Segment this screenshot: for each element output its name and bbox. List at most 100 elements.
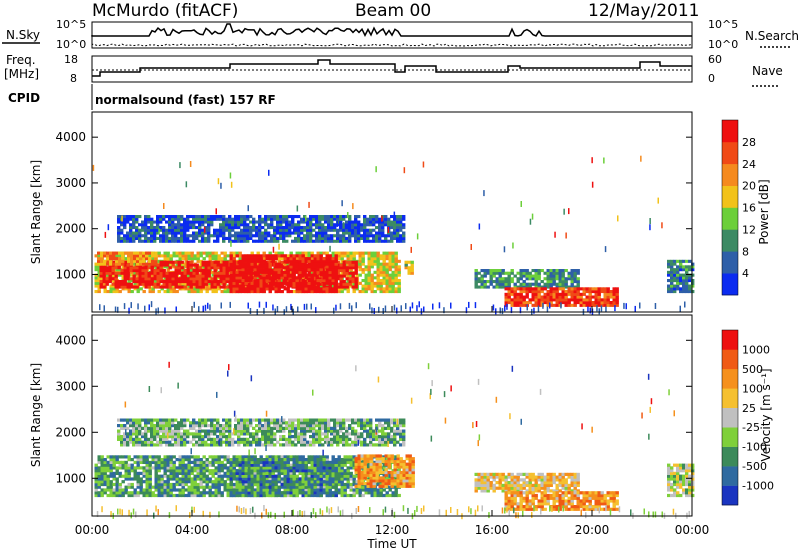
heatmap-cell [214, 287, 218, 291]
heatmap-cell [199, 460, 203, 464]
heatmap-cell [280, 270, 284, 274]
heatmap-cell [240, 228, 244, 232]
heatmap-cell [525, 277, 529, 281]
heatmap-cell [181, 463, 185, 467]
heatmap-cell [348, 217, 352, 221]
heatmap-cell [231, 228, 235, 232]
heatmap-cell [193, 491, 197, 495]
heatmap-cell [289, 268, 293, 272]
heatmap-cell [132, 280, 136, 284]
heatmap-cell [103, 471, 107, 475]
heatmap-cell [158, 228, 160, 235]
heatmap-cell [489, 277, 493, 281]
heatmap-cell [273, 260, 277, 264]
heatmap-cell [349, 474, 353, 478]
heatmap-cell [106, 488, 110, 492]
heatmap-cell [163, 480, 167, 484]
heatmap-cell [193, 482, 197, 487]
heatmap-cell [157, 485, 161, 489]
heatmap-cell [114, 266, 118, 270]
heatmap-cell [321, 269, 325, 273]
heatmap-cell [204, 236, 208, 240]
heatmap-cell [163, 276, 167, 280]
heatmap-cell [192, 234, 196, 238]
heatmap-cell [112, 471, 116, 475]
heatmap-cell [115, 471, 119, 475]
heatmap-cell [262, 268, 266, 272]
heatmap-cell [126, 239, 130, 243]
heatmap-cell [561, 282, 565, 286]
heatmap-cell [208, 284, 212, 288]
heatmap-cell [396, 236, 400, 240]
heatmap-cell [154, 469, 158, 473]
heatmap-cell [219, 215, 223, 219]
heatmap-cell [349, 460, 353, 464]
heatmap-cell [498, 280, 502, 284]
heatmap-cell [259, 265, 263, 269]
heatmap-cell [546, 303, 550, 307]
heatmap-cell [285, 306, 288, 313]
heatmap-cell [319, 455, 323, 459]
heatmap-cell [418, 301, 420, 308]
heatmap-cell [513, 298, 517, 302]
heatmap-cell [685, 270, 689, 274]
heatmap-cell [606, 301, 610, 305]
heatmap-cell [576, 301, 580, 305]
heatmap-cell [309, 236, 313, 240]
heatmap-cell [133, 493, 137, 498]
heatmap-cell [258, 223, 262, 227]
heatmap-cell [474, 271, 478, 275]
heatmap-cell [588, 287, 592, 291]
heatmap-cell [276, 215, 280, 219]
heatmap-cell [214, 493, 218, 498]
heatmap-cell [189, 285, 193, 289]
heatmap-cell [106, 273, 110, 277]
heatmap-cell [309, 217, 313, 221]
heatmap-cell [154, 251, 158, 255]
heatmap-cell [351, 271, 355, 275]
heatmap-cell [301, 273, 305, 277]
heatmap-cell [139, 458, 143, 462]
heatmap-cell [367, 279, 371, 283]
heatmap-cell [232, 482, 236, 487]
heatmap-cell [615, 298, 619, 302]
heatmap-cell [307, 270, 311, 274]
heatmap-cell [253, 276, 257, 280]
heatmap-cell [289, 262, 293, 266]
heatmap-cell [216, 228, 220, 232]
heatmap-cell [136, 477, 140, 481]
heatmap-cell [157, 493, 161, 498]
heatmap-cell [144, 277, 148, 281]
heatmap-cell [596, 305, 598, 312]
heatmap-cell [147, 226, 151, 230]
heatmap-cell [238, 265, 242, 269]
heatmap-cell [393, 236, 397, 240]
heatmap-cell [163, 466, 167, 470]
heatmap-cell [570, 269, 574, 273]
heatmap-cell [600, 303, 604, 307]
heatmap-cell [105, 280, 109, 284]
heatmap-cell [132, 277, 136, 281]
noise-right-tick-top: 10^5 [708, 18, 738, 31]
heatmap-cell [282, 228, 286, 232]
heatmap-cell [229, 281, 233, 285]
heatmap-cell [552, 295, 556, 299]
heatmap-cell [495, 280, 499, 284]
heatmap-cell [273, 280, 277, 284]
heatmap-cell [510, 269, 514, 273]
heatmap-cell [528, 298, 532, 302]
heatmap-cell [156, 228, 160, 232]
heatmap-cell [214, 290, 218, 294]
heatmap-cell [370, 284, 374, 288]
heatmap-cell [379, 262, 383, 266]
heatmap-cell [187, 458, 191, 462]
heatmap-cell [103, 460, 107, 464]
heatmap-cell [268, 290, 272, 294]
heatmap-cell [345, 266, 349, 270]
heatmap-cell [222, 217, 226, 221]
heatmap-cell [394, 268, 398, 272]
heatmap-cell [340, 257, 344, 261]
heatmap-cell [343, 287, 347, 291]
heatmap-cell [213, 215, 217, 219]
heatmap-cell [112, 491, 116, 495]
